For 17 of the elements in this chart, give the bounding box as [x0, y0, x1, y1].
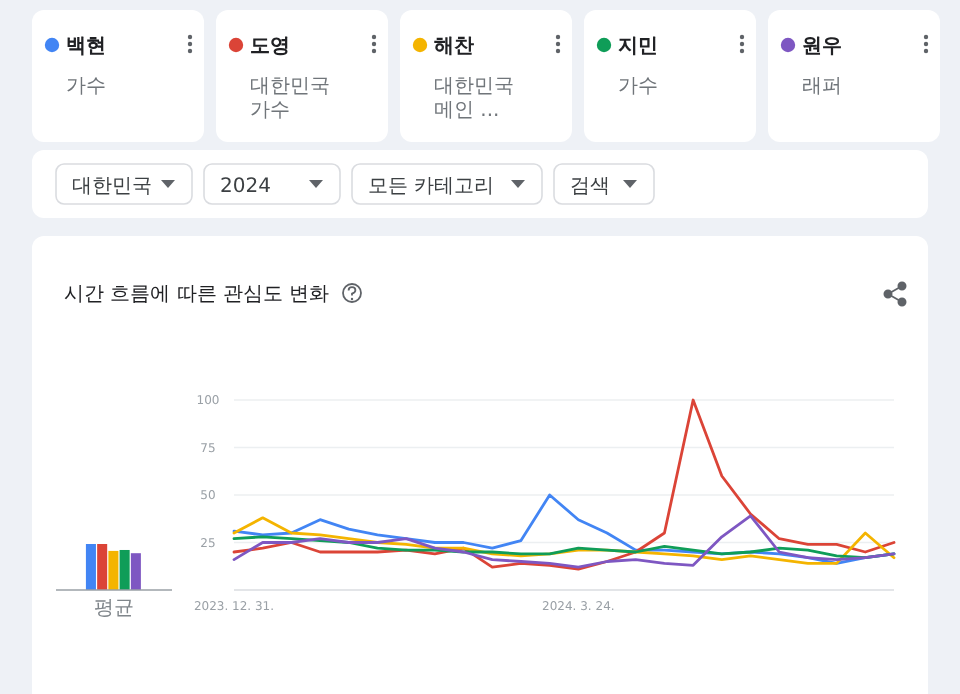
text: 래퍼	[802, 76, 842, 98]
text: 2024	[220, 176, 271, 198]
text: 가수	[66, 76, 106, 98]
text: 모든 카테고리	[368, 176, 495, 198]
x-tick-label: 평균	[94, 598, 134, 620]
legend-label: 도영	[250, 36, 290, 58]
text: 대한민국 메인 ...	[434, 76, 514, 122]
text: 검색	[570, 176, 610, 198]
legend-label: 지민	[618, 36, 658, 58]
chart-title: 시간 흐름에 따른 관심도 변화	[64, 284, 330, 306]
legend-label: 원우	[802, 36, 842, 58]
legend-label: 백현	[66, 36, 106, 58]
line-series	[232, 398, 896, 571]
text: 대한민국 가수	[250, 76, 330, 122]
legend-label: 해찬	[434, 36, 474, 58]
text: 대한민국	[72, 176, 152, 198]
text: 가수	[618, 76, 658, 98]
